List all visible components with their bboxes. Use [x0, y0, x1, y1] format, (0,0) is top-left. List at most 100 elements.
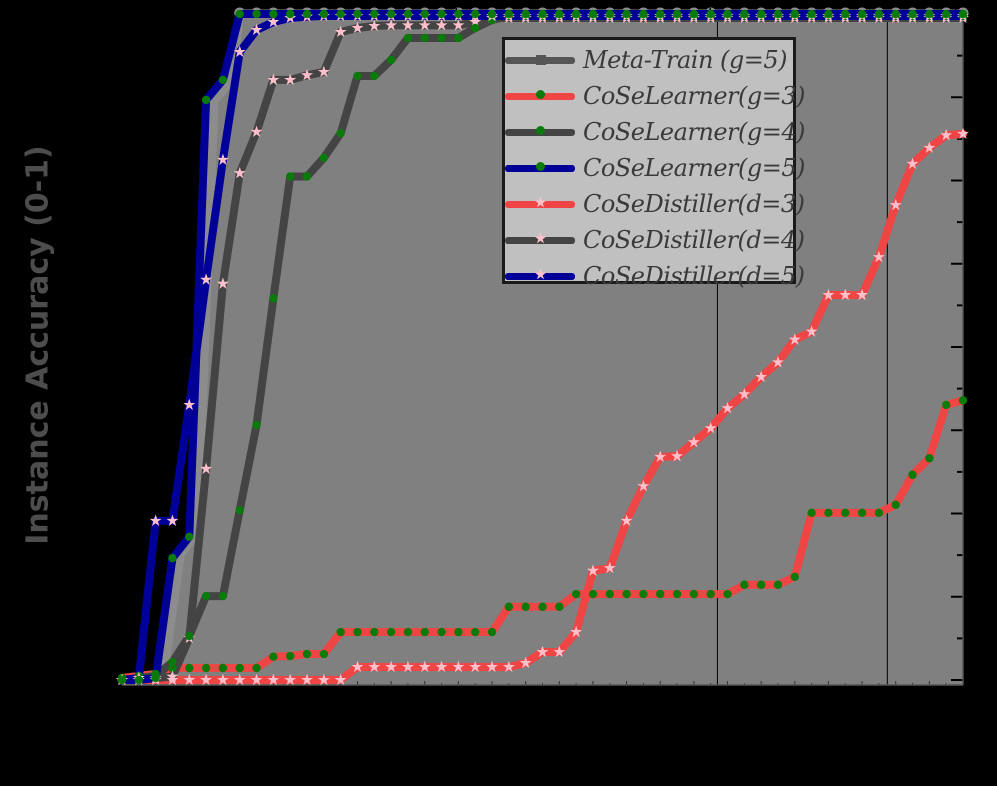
dot-marker-icon: [857, 9, 867, 19]
dot-marker-icon: [487, 9, 497, 19]
legend-item-coselearner-g3: CoSeLearner(g=3): [505, 78, 805, 114]
dot-marker-icon: [925, 9, 934, 19]
star-marker-icon: [418, 19, 431, 31]
dot-marker-icon: [386, 627, 396, 637]
dot-marker-icon: [117, 675, 127, 685]
dot-marker-icon: [454, 9, 463, 19]
star-marker-icon: [267, 15, 280, 28]
dot-marker-icon: [538, 602, 547, 611]
dot-marker-icon: [571, 9, 581, 19]
dot-marker-icon: [151, 673, 160, 683]
star-marker-icon: [250, 673, 263, 686]
star-marker-icon: [957, 127, 969, 140]
star-marker-icon: [940, 128, 953, 141]
star-marker-icon: [233, 166, 246, 179]
dot-marker-icon: [252, 420, 261, 430]
star-marker-icon: [216, 673, 229, 686]
star-marker-icon: [502, 660, 515, 673]
dot-marker-icon: [437, 9, 446, 19]
dot-marker-icon: [672, 589, 682, 599]
star-marker-icon: [788, 333, 801, 345]
star-marker-icon: [351, 660, 364, 673]
star-marker-icon: [166, 673, 179, 686]
star-marker-icon: [654, 450, 667, 463]
star-marker-icon: [200, 273, 213, 285]
dot-marker-icon: [403, 627, 413, 637]
star-marker-icon: [435, 660, 448, 673]
star-marker-icon: [267, 73, 280, 86]
star-marker-icon: [301, 68, 314, 81]
dot-marker-icon: [756, 580, 766, 589]
star-marker-icon: [486, 660, 499, 673]
dot-marker-icon: [420, 33, 429, 43]
star-marker-icon: [452, 660, 465, 673]
dot-marker-icon: [824, 508, 833, 518]
star-marker-icon: [738, 387, 751, 400]
dot-marker-icon: [773, 580, 783, 589]
dot-marker-icon: [723, 589, 732, 599]
star-marker-icon: [250, 125, 263, 138]
dot-marker-icon: [286, 9, 295, 19]
dot-marker-icon: [908, 9, 917, 19]
dot-marker-icon: [420, 9, 429, 19]
dot-marker-icon: [824, 9, 833, 19]
dot-marker-icon: [689, 9, 699, 19]
star-marker-icon: [216, 277, 229, 289]
dot-marker-icon: [201, 663, 211, 673]
dot-marker-icon: [286, 651, 295, 661]
star-marker-icon: [351, 21, 364, 34]
star-marker-icon: [200, 462, 213, 475]
dot-marker-icon: [370, 627, 379, 637]
dot-marker-icon: [521, 602, 530, 611]
star-marker-icon: [687, 435, 700, 448]
star-marker-icon: [267, 673, 280, 686]
dot-marker-icon: [656, 589, 665, 599]
dot-marker-icon: [874, 9, 884, 19]
star-marker-icon: [553, 645, 566, 658]
dot-marker-icon: [471, 9, 480, 19]
dot-marker-icon: [319, 9, 329, 19]
dot-marker-icon: [302, 649, 312, 659]
star-marker-icon: [671, 449, 684, 462]
dot-marker-icon: [605, 9, 614, 19]
dot-marker-icon: [319, 153, 329, 163]
star-marker-icon: [771, 356, 784, 368]
dot-marker-icon: [841, 508, 850, 518]
dot-marker-icon: [571, 589, 581, 599]
dot-marker-icon: [622, 589, 631, 599]
dot-marker-icon: [454, 33, 463, 43]
dot-marker-icon: [536, 126, 545, 135]
legend-item-cosedistiller-d5: CoSeDistiller(d=5): [505, 258, 805, 290]
star-marker-icon: [334, 673, 347, 686]
star-marker-icon: [519, 656, 532, 669]
dot-marker-icon: [941, 9, 951, 19]
legend-label: CoSeLearner(g=3): [583, 82, 805, 110]
star-marker-icon: [822, 288, 835, 301]
dot-marker-icon: [302, 9, 312, 19]
dot-marker-icon: [874, 508, 884, 518]
star-marker-icon: [534, 232, 547, 244]
star-marker-icon: [755, 370, 768, 383]
star-marker-icon: [183, 398, 196, 411]
dot-marker-icon: [555, 602, 564, 611]
dot-marker-icon: [471, 627, 480, 637]
dot-marker-icon: [555, 9, 564, 19]
dot-marker-icon: [588, 9, 598, 19]
dot-marker-icon: [353, 9, 362, 19]
legend-label: Meta-Train (g=5): [583, 46, 788, 74]
dot-marker-icon: [437, 627, 446, 637]
dot-marker-icon: [672, 9, 682, 19]
legend-label: CoSeLearner(g=5): [583, 154, 805, 182]
star-marker-icon: [401, 660, 414, 673]
star-marker-icon: [385, 19, 398, 31]
star-marker-icon: [166, 670, 179, 682]
dot-marker-icon: [504, 602, 514, 611]
dot-marker-icon: [790, 572, 799, 581]
dot-marker-icon: [437, 33, 446, 43]
dot-marker-icon: [504, 9, 514, 19]
dot-marker-icon: [353, 627, 362, 637]
dot-marker-icon: [319, 649, 329, 659]
dot-marker-icon: [386, 9, 396, 19]
dot-marker-icon: [286, 172, 295, 181]
